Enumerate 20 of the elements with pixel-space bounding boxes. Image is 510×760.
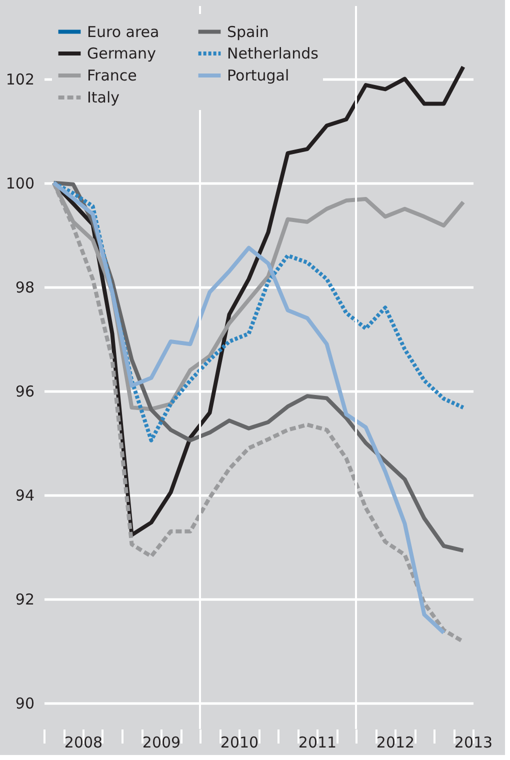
x-tick-label: 2009 — [142, 734, 181, 752]
x-tick-label: 2008 — [64, 734, 103, 752]
legend-label: Netherlands — [227, 44, 319, 62]
legend-label: Portugal — [227, 66, 290, 84]
legend-label: Euro area — [87, 22, 160, 41]
legend-label: France — [87, 66, 137, 84]
x-tick-label: 2010 — [220, 734, 259, 752]
legend-label: Italy — [87, 88, 120, 106]
x-tick-label: 2011 — [298, 734, 337, 752]
x-tick-label: 2013 — [454, 734, 493, 752]
y-tick-label: 96 — [15, 382, 34, 400]
y-tick-label: 92 — [15, 590, 34, 608]
y-tick-label: 94 — [15, 486, 34, 504]
y-tick-label: 98 — [15, 278, 34, 296]
y-tick-label: 102 — [6, 70, 34, 88]
y-tick-label: 100 — [6, 174, 34, 192]
y-tick-label: 90 — [15, 694, 34, 712]
legend-label: Spain — [227, 22, 269, 41]
legend-label: Germany — [87, 44, 156, 62]
x-tick-label: 2012 — [376, 734, 415, 752]
